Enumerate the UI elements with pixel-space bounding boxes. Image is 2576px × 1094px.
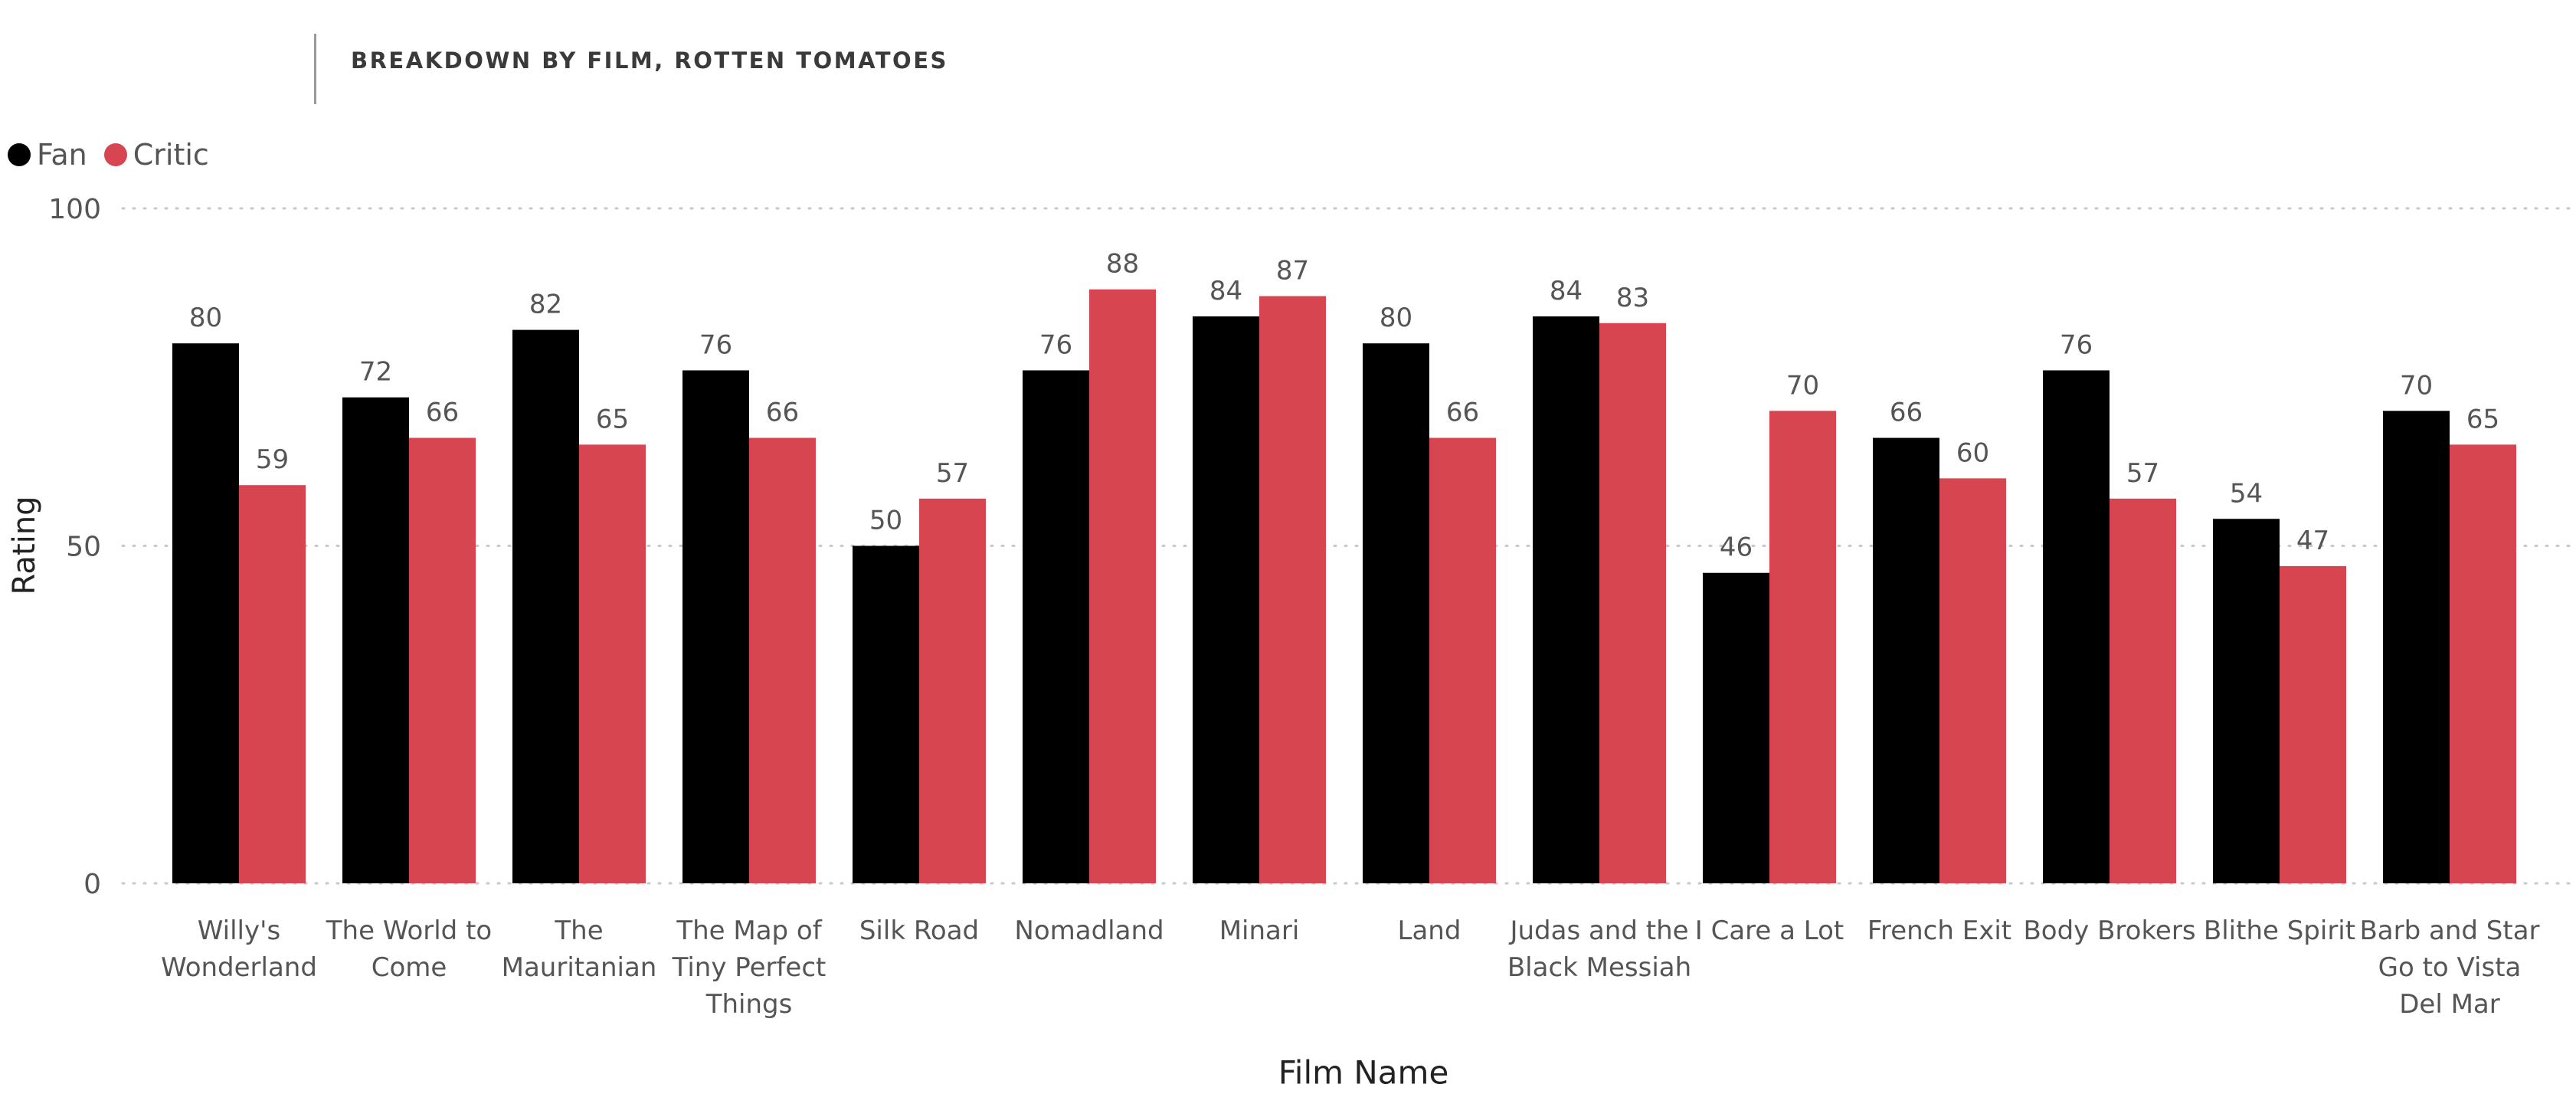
data-label: 82 xyxy=(529,290,562,320)
data-label: 66 xyxy=(426,398,459,428)
data-label: 50 xyxy=(869,506,902,536)
data-label: 70 xyxy=(1786,370,1819,401)
bar-fan[interactable] xyxy=(1873,437,1939,883)
x-tick-label: The Map of Tiny Perfect Things xyxy=(672,915,826,1020)
bar-fan[interactable] xyxy=(853,545,919,884)
x-tick-label: Willy's Wonderland xyxy=(161,915,317,983)
y-tick-label: 0 xyxy=(83,869,101,900)
bar-critic[interactable] xyxy=(2450,444,2516,883)
legend-dot-fan xyxy=(8,143,31,166)
bar-critic[interactable] xyxy=(2280,565,2346,883)
data-label: 54 xyxy=(2230,478,2263,509)
data-label: 46 xyxy=(1720,532,1753,563)
bar-fan[interactable] xyxy=(1703,572,1769,883)
chart-title: BREAKDOWN BY FILM, ROTTEN TOMATOES xyxy=(351,47,948,74)
data-label: 57 xyxy=(936,458,969,489)
title-accent-bar xyxy=(314,34,316,104)
bar-critic[interactable] xyxy=(1599,323,1666,883)
x-tick-label: Minari xyxy=(1219,915,1300,946)
legend-label-fan: Fan xyxy=(37,138,87,172)
bar-critic[interactable] xyxy=(239,485,306,883)
data-label: 84 xyxy=(1550,276,1583,306)
x-tick-label: Barb and Star Go to Vista Del Mar xyxy=(2359,915,2539,1020)
data-label: 87 xyxy=(1276,256,1309,287)
x-axis-label: Film Name xyxy=(1278,1053,1449,1092)
y-tick-label: 100 xyxy=(48,194,101,225)
bar-critic[interactable] xyxy=(1089,289,1156,884)
data-label: 59 xyxy=(256,444,289,475)
bar-fan[interactable] xyxy=(512,329,579,884)
bar-fan[interactable] xyxy=(2043,370,2110,883)
data-label: 70 xyxy=(2400,370,2433,401)
bar-fan[interactable] xyxy=(682,370,749,883)
x-tick-label: I Care a Lot xyxy=(1695,915,1844,946)
bar-fan[interactable] xyxy=(1363,343,1429,883)
bar-fan[interactable] xyxy=(1023,370,1089,883)
x-tick-label: Judas and the Black Messiah xyxy=(1507,915,1691,983)
bar-critic[interactable] xyxy=(1429,437,1496,883)
x-tick-label: Blithe Spirit xyxy=(2204,915,2355,946)
data-label: 76 xyxy=(1039,329,1072,360)
bar-fan[interactable] xyxy=(2383,411,2450,883)
bar-critic[interactable] xyxy=(1769,411,1836,883)
data-label: 88 xyxy=(1106,249,1139,280)
legend-item-critic[interactable]: Critic xyxy=(103,138,209,172)
bar-critic[interactable] xyxy=(1939,478,2006,883)
x-tick-label: Nomadland xyxy=(1014,915,1164,946)
bar-critic[interactable] xyxy=(1259,296,1326,883)
bar-critic[interactable] xyxy=(749,437,816,883)
data-label: 80 xyxy=(189,303,222,333)
data-label: 66 xyxy=(1890,398,1923,428)
x-tick-label: The Mauritanian xyxy=(502,915,657,983)
legend-dot-critic xyxy=(103,143,127,166)
data-label: 47 xyxy=(2296,526,2329,556)
bar-critic[interactable] xyxy=(2110,498,2176,883)
bar-critic[interactable] xyxy=(579,444,646,883)
bar-critic[interactable] xyxy=(409,437,476,883)
bar-fan[interactable] xyxy=(1193,316,1259,884)
data-label: 66 xyxy=(1446,398,1479,428)
bar-critic[interactable] xyxy=(919,498,986,883)
bar-fan[interactable] xyxy=(172,343,239,883)
data-label: 65 xyxy=(596,404,629,434)
y-axis-label: Rating xyxy=(7,496,42,595)
x-tick-label: Silk Road xyxy=(859,915,979,946)
data-label: 72 xyxy=(359,357,392,388)
legend-item-fan[interactable]: Fan xyxy=(8,138,87,172)
bar-fan[interactable] xyxy=(2213,519,2280,883)
data-label: 65 xyxy=(2466,404,2499,434)
x-tick-label: The World to Come xyxy=(326,915,492,983)
legend-label-critic: Critic xyxy=(133,138,209,172)
x-tick-label: Body Brokers xyxy=(2023,915,2195,946)
data-label: 60 xyxy=(1956,437,1989,468)
data-label: 66 xyxy=(766,398,799,428)
x-tick-label: French Exit xyxy=(1867,915,2011,946)
legend: Fan Critic xyxy=(8,138,226,172)
data-label: 57 xyxy=(2126,458,2159,489)
bar-fan[interactable] xyxy=(342,397,409,883)
data-label: 80 xyxy=(1380,303,1412,333)
data-label: 84 xyxy=(1209,276,1242,306)
x-tick-label: Land xyxy=(1398,915,1461,946)
data-label: 83 xyxy=(1616,283,1649,313)
data-label: 76 xyxy=(2060,329,2093,360)
bar-fan[interactable] xyxy=(1533,316,1599,884)
data-label: 76 xyxy=(699,329,732,360)
y-tick-label: 50 xyxy=(66,532,101,563)
